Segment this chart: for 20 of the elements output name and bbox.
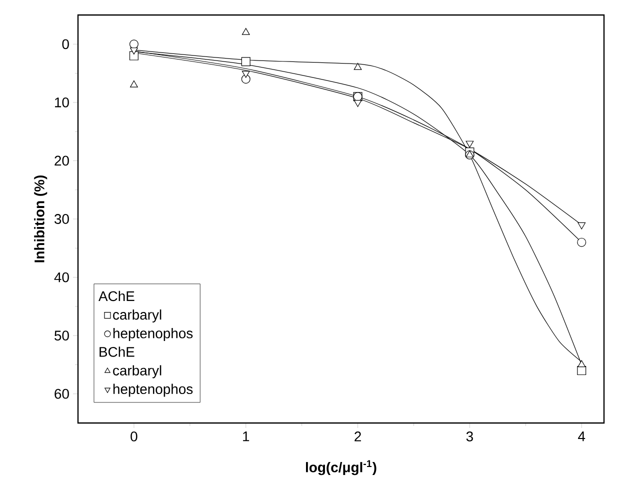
y-axis-title: Inhibition (%) xyxy=(34,176,48,262)
x-tick-label: 3 xyxy=(466,432,473,442)
y-tick-label: 60 xyxy=(54,388,69,399)
x-tick-label: 4 xyxy=(578,432,586,442)
annotation: AChE xyxy=(98,290,134,302)
y-tick-label: 30 xyxy=(54,214,69,224)
legend-label: carbaryl xyxy=(113,309,162,322)
legend-label: heptenophos xyxy=(113,328,193,342)
legend-label: heptenophos xyxy=(113,384,193,397)
y-tick-label: 20 xyxy=(54,156,69,166)
y-tick-label: 10 xyxy=(55,97,69,108)
annotation: BChE xyxy=(100,346,134,357)
y-tick-label: 0 xyxy=(62,39,69,50)
y-tick-label: 40 xyxy=(54,272,69,282)
legend-label: carbaryl xyxy=(113,365,162,378)
x-axis-title: log(c/μgl$^{-1}$) xyxy=(306,460,376,476)
x-tick-label: 2 xyxy=(354,432,361,442)
x-tick-label: 1 xyxy=(243,432,250,442)
x-tick-label: 0 xyxy=(130,432,138,442)
y-tick-label: 50 xyxy=(54,330,69,341)
